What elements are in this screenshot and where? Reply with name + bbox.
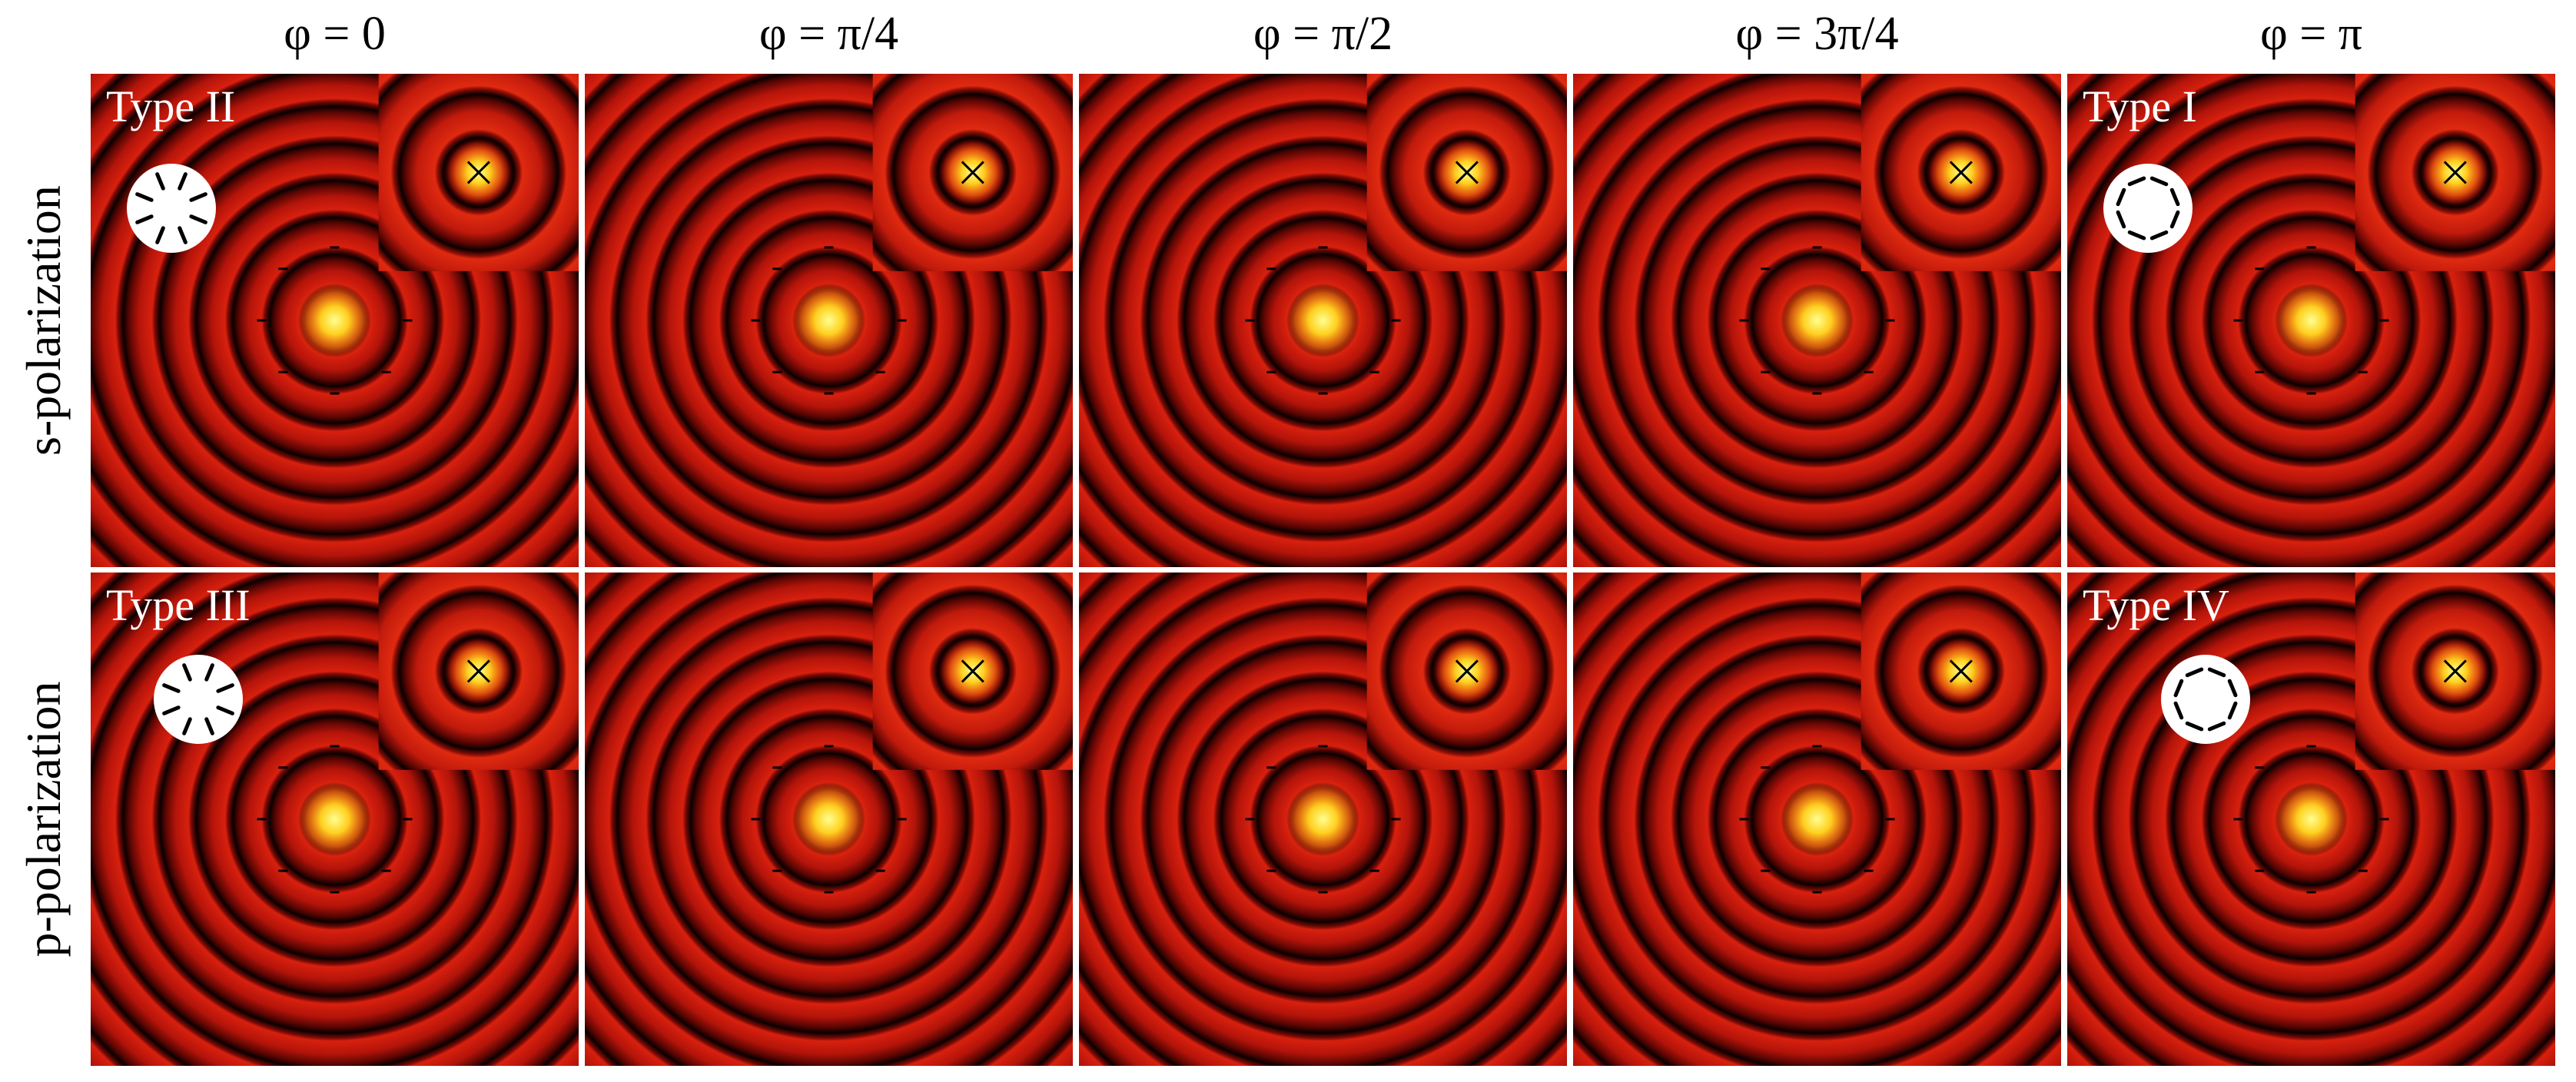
inset-mark	[2443, 161, 2467, 184]
center-spot	[788, 280, 869, 360]
polarization-arrow	[135, 192, 154, 202]
row-label: s-polarization	[16, 185, 71, 456]
column-header: φ = 3π/4	[1735, 8, 1898, 60]
polarization-arrow	[2169, 210, 2180, 229]
inset-mark	[1949, 161, 1973, 184]
polarization-arrow	[2116, 188, 2126, 207]
center-spot	[1283, 779, 1363, 859]
polarization-arrow	[2127, 176, 2146, 187]
inset-mark	[961, 161, 984, 184]
field-panel: Type I	[2067, 74, 2555, 567]
polarization-arrow	[178, 226, 188, 244]
inset-mark	[1455, 659, 1479, 683]
center-spot	[1777, 280, 1857, 360]
field-panel	[585, 573, 1073, 1066]
polarization-icon	[154, 655, 243, 744]
center-spot	[2271, 779, 2352, 859]
inset-mark	[1455, 161, 1479, 184]
polarization-arrow	[216, 683, 234, 693]
polarization-icon	[127, 164, 216, 253]
inset-mark	[2443, 659, 2467, 683]
row-label: p-polarization	[16, 682, 71, 958]
polarization-arrow	[2169, 188, 2180, 207]
column-header: φ = π	[2260, 8, 2362, 60]
type-label: Type IV	[2083, 580, 2229, 630]
polarization-arrow	[189, 214, 207, 224]
polarization-arrow	[2149, 176, 2169, 187]
type-label: Type II	[106, 81, 235, 131]
column-header: φ = π/2	[1253, 8, 1393, 60]
center-spot	[1777, 779, 1857, 859]
polarization-arrow	[182, 717, 192, 735]
polarization-arrow	[182, 663, 192, 682]
field-panel: Type III	[91, 573, 579, 1066]
polarization-arrow	[2227, 701, 2238, 720]
polarization-arrow	[155, 172, 165, 191]
center-spot	[294, 779, 375, 859]
polarization-arrow	[155, 226, 165, 244]
center-spot	[294, 280, 375, 360]
polarization-arrow	[189, 192, 207, 202]
column-header: φ = 0	[284, 8, 386, 60]
field-panel	[1079, 74, 1567, 567]
inset-mark	[961, 659, 984, 683]
polarization-arrow	[204, 717, 214, 735]
polarization-arrow	[2116, 210, 2126, 229]
polarization-arrow	[2173, 679, 2184, 698]
polarization-arrow	[2127, 230, 2146, 241]
polarization-arrow	[2185, 721, 2204, 732]
polarization-arrow	[204, 663, 214, 682]
polarization-arrow	[2207, 721, 2226, 732]
polarization-arrow	[2173, 701, 2184, 720]
inset-mark	[466, 659, 490, 683]
inset-mark	[1949, 659, 1973, 683]
polarization-arrow	[178, 172, 188, 191]
polarization-arrow	[216, 705, 234, 715]
polarization-arrow	[162, 683, 181, 693]
polarization-icon	[2103, 164, 2193, 253]
field-panel	[1573, 573, 2061, 1066]
polarization-arrow	[135, 214, 154, 224]
polarization-arrow	[2227, 679, 2238, 698]
field-panel	[1573, 74, 2061, 567]
field-panel: Type IV	[2067, 573, 2555, 1066]
column-header: φ = π/4	[759, 8, 898, 60]
inset-mark	[466, 161, 490, 184]
type-label: Type I	[2083, 81, 2197, 131]
polarization-arrow	[2149, 230, 2169, 241]
polarization-arrow	[162, 705, 181, 715]
polarization-arrow	[2207, 667, 2226, 678]
field-panel: Type II	[91, 74, 579, 567]
center-spot	[1283, 280, 1363, 360]
polarization-icon	[2161, 655, 2250, 744]
field-panel	[585, 74, 1073, 567]
type-label: Type III	[106, 580, 251, 630]
center-spot	[788, 779, 869, 859]
center-spot	[2271, 280, 2352, 360]
polarization-arrow	[2185, 667, 2204, 678]
field-panel	[1079, 573, 1567, 1066]
